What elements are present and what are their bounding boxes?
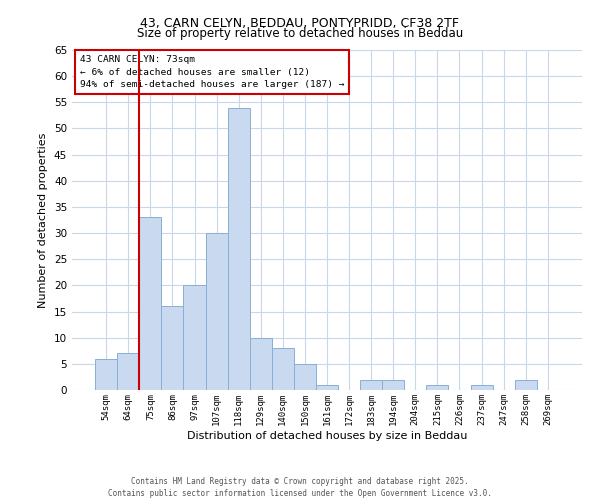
Text: Contains HM Land Registry data © Crown copyright and database right 2025.
Contai: Contains HM Land Registry data © Crown c… bbox=[108, 476, 492, 498]
X-axis label: Distribution of detached houses by size in Beddau: Distribution of detached houses by size … bbox=[187, 430, 467, 440]
Bar bbox=[382, 380, 404, 390]
Y-axis label: Number of detached properties: Number of detached properties bbox=[38, 132, 49, 308]
Bar bbox=[206, 233, 227, 390]
Text: Size of property relative to detached houses in Beddau: Size of property relative to detached ho… bbox=[137, 28, 463, 40]
Text: 43 CARN CELYN: 73sqm
← 6% of detached houses are smaller (12)
94% of semi-detach: 43 CARN CELYN: 73sqm ← 6% of detached ho… bbox=[80, 55, 344, 89]
Bar bbox=[95, 358, 117, 390]
Bar bbox=[250, 338, 272, 390]
Bar bbox=[316, 385, 338, 390]
Bar bbox=[272, 348, 294, 390]
Bar bbox=[184, 286, 206, 390]
Bar bbox=[360, 380, 382, 390]
Bar bbox=[294, 364, 316, 390]
Bar bbox=[515, 380, 537, 390]
Bar bbox=[227, 108, 250, 390]
Text: 43, CARN CELYN, BEDDAU, PONTYPRIDD, CF38 2TF: 43, CARN CELYN, BEDDAU, PONTYPRIDD, CF38… bbox=[140, 18, 460, 30]
Bar bbox=[117, 354, 139, 390]
Bar bbox=[161, 306, 184, 390]
Bar bbox=[139, 218, 161, 390]
Bar bbox=[470, 385, 493, 390]
Bar bbox=[427, 385, 448, 390]
